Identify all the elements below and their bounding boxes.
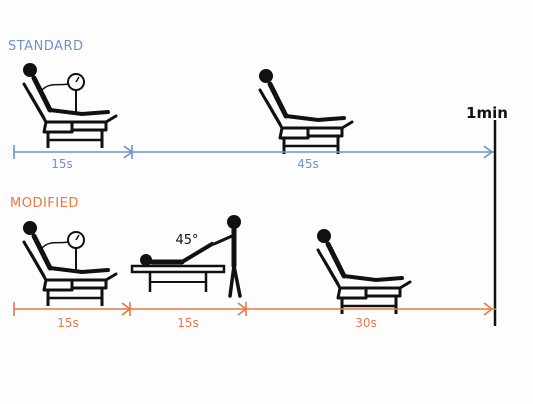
standard-segment-2-label: 45s (297, 157, 319, 171)
end-marker-label: 1min (466, 104, 508, 122)
leg-angle-label: 45° (175, 233, 198, 248)
person-on-reclined-chair-with-gauge-icon (23, 63, 116, 148)
standard-segment-1-label: 15s (51, 157, 73, 171)
modified-title: MODIFIED (10, 196, 79, 211)
modified-timeline (13, 302, 496, 316)
person-lying-with-leg-raised-icon (130, 215, 242, 298)
person-on-reclined-chair-icon (317, 229, 410, 314)
person-on-reclined-chair-with-gauge-icon (23, 221, 116, 306)
standard-timeline (13, 145, 496, 159)
modified-segment-2-label: 15s (177, 316, 199, 330)
standard-title: STANDARD (8, 39, 84, 54)
person-on-reclined-chair-icon (259, 69, 352, 154)
modified-segment-1-label: 15s (57, 316, 79, 330)
modified-segment-3-label: 30s (355, 316, 377, 330)
